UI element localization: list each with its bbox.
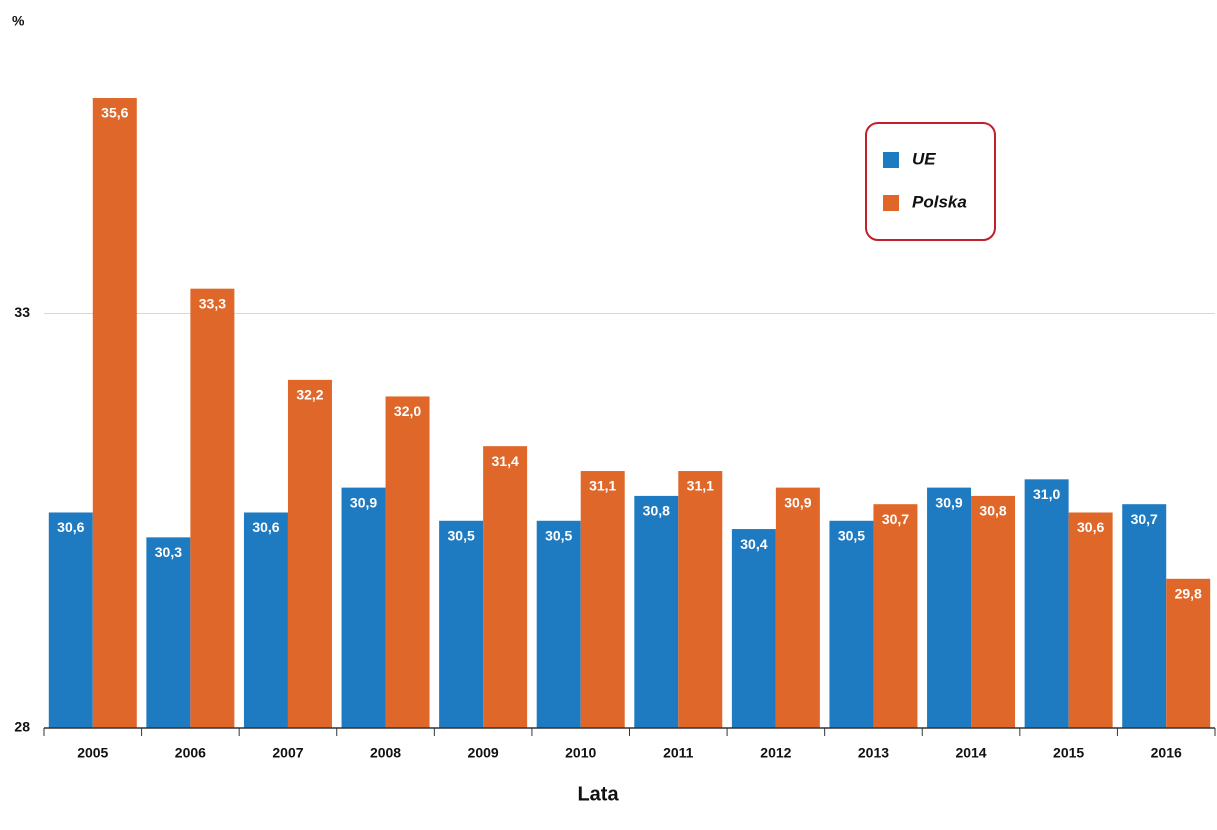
bar [439, 520, 484, 728]
value-label: 31,1 [589, 478, 616, 494]
bar [829, 520, 874, 728]
bar [385, 396, 430, 728]
bar [146, 537, 191, 728]
value-label: 30,5 [838, 527, 865, 543]
x-tick-label: 2015 [1053, 745, 1084, 761]
x-tick-label: 2011 [663, 745, 694, 761]
value-label: 30,9 [784, 494, 811, 510]
x-axis-label: Lata [577, 783, 619, 805]
value-label: 32,0 [394, 403, 421, 419]
x-tick-label: 2008 [370, 745, 401, 761]
bar [971, 495, 1016, 728]
value-label: 30,7 [1131, 511, 1158, 527]
value-label: 31,1 [687, 478, 714, 494]
bar [731, 529, 776, 728]
value-label: 32,2 [296, 387, 323, 403]
bar [1166, 578, 1211, 728]
bar [243, 512, 288, 728]
x-tick-label: 2014 [955, 745, 986, 761]
x-tick-label: 2010 [565, 745, 596, 761]
value-label: 30,6 [1077, 519, 1104, 535]
value-label: 30,5 [448, 527, 475, 543]
bar [287, 379, 332, 728]
bar [775, 487, 820, 728]
y-tick-label: 28 [14, 719, 30, 735]
value-label: 31,0 [1033, 486, 1060, 502]
value-label: 30,6 [252, 519, 279, 535]
x-tick-label: 2012 [760, 745, 791, 761]
legend-swatch [883, 152, 899, 168]
value-label: 30,9 [350, 494, 377, 510]
bar [1024, 479, 1069, 728]
value-label: 30,8 [979, 503, 1006, 519]
x-tick-label: 2013 [858, 745, 889, 761]
bar [873, 504, 918, 728]
x-tick-label: 2005 [77, 745, 108, 761]
value-label: 30,7 [882, 511, 909, 527]
x-tick-label: 2006 [175, 745, 206, 761]
x-tick-label: 2007 [272, 745, 303, 761]
legend-label: Polska [912, 192, 967, 211]
value-label: 30,4 [740, 536, 767, 552]
value-label: 29,8 [1175, 585, 1202, 601]
bar [483, 446, 528, 728]
value-label: 30,6 [57, 519, 84, 535]
legend-swatch [883, 195, 899, 211]
y-tick-label: 33 [14, 304, 30, 320]
bar [48, 512, 93, 728]
y-axis-label: % [12, 13, 25, 29]
value-label: 35,6 [101, 105, 128, 121]
bar [927, 487, 972, 728]
value-label: 30,3 [155, 544, 182, 560]
bar [536, 520, 581, 728]
bar [92, 98, 137, 728]
bar [190, 288, 235, 728]
x-tick-label: 2009 [468, 745, 499, 761]
value-label: 30,8 [643, 503, 670, 519]
legend-box [865, 122, 996, 241]
bar [580, 471, 625, 728]
bar [341, 487, 386, 728]
value-label: 31,4 [492, 453, 519, 469]
value-label: 30,5 [545, 527, 572, 543]
value-label: 33,3 [199, 295, 226, 311]
value-label: 30,9 [935, 494, 962, 510]
bar [678, 471, 723, 728]
legend-label: UE [912, 149, 936, 168]
bar [1068, 512, 1113, 728]
x-tick-label: 2016 [1151, 745, 1182, 761]
bar [1122, 504, 1167, 728]
bar [634, 495, 679, 728]
